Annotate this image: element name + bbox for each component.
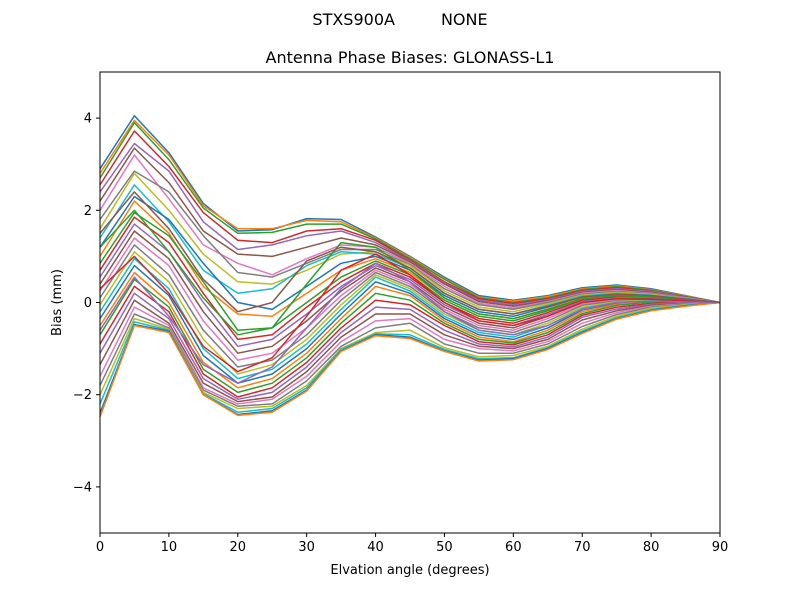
x-tick-label: 40 [367, 540, 384, 555]
series-line-s01 [99, 115, 721, 304]
series-line-s21 [99, 264, 721, 384]
x-tick-label: 50 [436, 540, 453, 555]
suptitle-radome: NONE [440, 10, 488, 29]
series-line-s35 [99, 262, 721, 384]
y-tick-label: 0 [84, 296, 92, 311]
y-tick-label: −2 [73, 388, 92, 403]
series-line-s26 [99, 299, 721, 403]
series-line-s14 [99, 216, 721, 341]
series-line-s07 [99, 154, 721, 309]
x-tick-label: 0 [96, 540, 104, 555]
y-tick-label: 2 [84, 204, 92, 219]
y-axis-label: Bias (mm) [50, 269, 65, 336]
chart-title: Antenna Phase Biases: GLONASS-L1 [265, 48, 555, 67]
series-line-s23 [99, 278, 721, 394]
series-line-s28 [99, 301, 721, 407]
x-tick-label: 60 [505, 540, 522, 555]
series-line-s06 [99, 147, 721, 307]
series-line-s08 [99, 170, 721, 311]
figure-suptitle: STXS900A NONE [0, 10, 800, 29]
series-lines [99, 115, 721, 418]
series-line-s03 [99, 121, 721, 304]
series-line-s25 [99, 292, 721, 401]
series-line-s27 [99, 301, 721, 405]
series-line-s04 [99, 130, 721, 305]
y-tick-label: 4 [84, 112, 92, 127]
x-tick-label: 90 [712, 540, 729, 555]
series-line-s19 [99, 251, 721, 375]
series-line-s33 [99, 209, 721, 336]
series-line-s17 [99, 237, 721, 361]
y-axis-ticks: −4 −2 0 2 4 [73, 112, 100, 495]
x-axis-ticks: 0 10 20 30 40 50 60 70 80 90 [96, 533, 728, 555]
x-axis-label: Elvation angle (degrees) [330, 563, 489, 578]
series-line-s34 [99, 253, 721, 373]
x-tick-label: 20 [230, 540, 247, 555]
series-line-s02 [99, 119, 721, 304]
series-line-s05 [99, 142, 721, 306]
series-line-s22 [99, 271, 721, 389]
y-tick-label: −4 [73, 480, 92, 495]
x-tick-label: 30 [298, 540, 315, 555]
series-line-s18 [99, 244, 721, 368]
series-line-s32 [99, 301, 721, 418]
series-line-s24 [99, 285, 720, 398]
series-line-s15 [99, 223, 721, 348]
suptitle-antenna: STXS900A [312, 10, 395, 29]
x-tick-label: 70 [574, 540, 591, 555]
series-line-s09 [99, 172, 721, 313]
x-tick-label: 80 [643, 540, 660, 555]
series-line-s36 [99, 191, 721, 315]
x-tick-label: 10 [161, 540, 178, 555]
